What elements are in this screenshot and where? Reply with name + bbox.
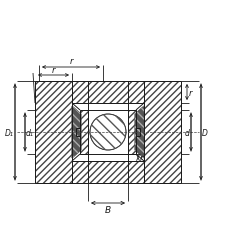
Text: D: D (201, 128, 207, 137)
Text: d: d (184, 128, 189, 137)
Text: r: r (139, 153, 143, 162)
Polygon shape (72, 106, 81, 158)
Polygon shape (72, 82, 143, 104)
Polygon shape (143, 82, 180, 183)
Text: r: r (52, 66, 55, 75)
Text: d₁: d₁ (26, 128, 34, 137)
Polygon shape (72, 161, 143, 183)
Polygon shape (128, 111, 135, 154)
Polygon shape (134, 106, 143, 158)
Text: B: B (104, 205, 111, 214)
Polygon shape (80, 111, 88, 154)
Polygon shape (35, 82, 72, 183)
Text: D₁: D₁ (5, 128, 14, 137)
Text: r: r (69, 57, 72, 66)
Text: r: r (188, 88, 192, 97)
Circle shape (90, 114, 125, 150)
